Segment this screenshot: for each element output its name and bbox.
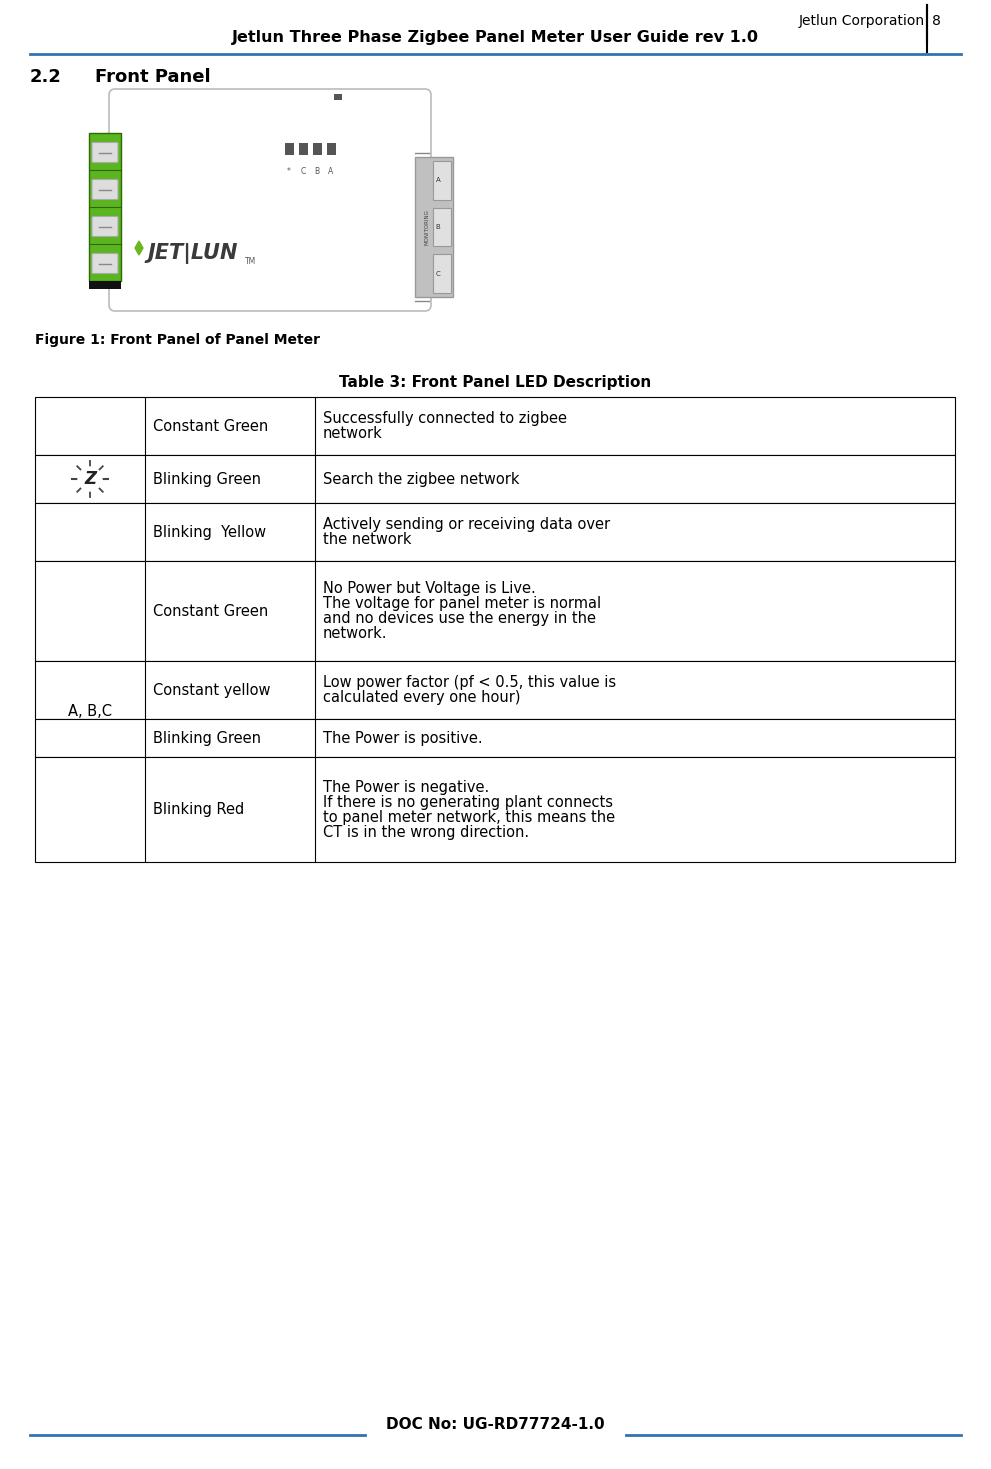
- Text: and no devices use the energy in the: and no devices use the energy in the: [323, 611, 596, 626]
- Text: The voltage for panel meter is normal: The voltage for panel meter is normal: [323, 596, 602, 611]
- Text: No Power but Voltage is Live.: No Power but Voltage is Live.: [323, 582, 536, 596]
- Bar: [433, 162, 451, 200]
- Text: C: C: [436, 270, 440, 276]
- Text: Blinking  Yellow: Blinking Yellow: [153, 524, 267, 539]
- Text: The Power is positive.: The Power is positive.: [323, 730, 483, 745]
- Bar: [35, 502, 955, 561]
- Text: CT is in the wrong direction.: CT is in the wrong direction.: [323, 824, 529, 839]
- Text: network.: network.: [323, 626, 387, 640]
- Text: A: A: [436, 178, 440, 184]
- Bar: [313, 142, 322, 156]
- Text: Successfully connected to zigbee: Successfully connected to zigbee: [323, 411, 567, 426]
- Text: C: C: [300, 167, 305, 176]
- Text: MONITORING: MONITORING: [424, 209, 429, 245]
- Text: A, B,C: A, B,C: [68, 704, 112, 718]
- Text: Blinking Red: Blinking Red: [153, 802, 244, 817]
- Bar: [35, 561, 955, 661]
- Text: Z: Z: [84, 470, 96, 488]
- Text: The Power is negative.: The Power is negative.: [323, 780, 490, 795]
- Text: the network: the network: [323, 532, 411, 546]
- Bar: [35, 455, 955, 502]
- Text: Blinking Green: Blinking Green: [153, 730, 261, 745]
- Text: Jetlun Three Phase Zigbee Panel Meter User Guide rev 1.0: Jetlun Three Phase Zigbee Panel Meter Us…: [232, 29, 758, 46]
- Bar: [89, 281, 121, 289]
- Bar: [285, 142, 294, 156]
- Bar: [35, 757, 955, 862]
- Bar: [35, 718, 955, 757]
- Text: Search the zigbee network: Search the zigbee network: [323, 472, 519, 486]
- Text: network: network: [323, 426, 383, 441]
- Bar: [89, 134, 121, 281]
- Bar: [433, 207, 451, 247]
- FancyBboxPatch shape: [92, 142, 118, 163]
- Text: Figure 1: Front Panel of Panel Meter: Figure 1: Front Panel of Panel Meter: [35, 333, 320, 347]
- Text: 2.2: 2.2: [30, 68, 61, 87]
- Bar: [334, 94, 342, 100]
- Bar: [415, 157, 453, 297]
- Circle shape: [78, 467, 102, 491]
- FancyBboxPatch shape: [92, 254, 118, 273]
- Text: *: *: [287, 167, 291, 176]
- Text: Jetlun Corporation: Jetlun Corporation: [799, 15, 925, 28]
- Text: JET|LUN: JET|LUN: [147, 242, 238, 263]
- Text: B: B: [436, 223, 440, 231]
- Text: Constant Green: Constant Green: [153, 419, 269, 433]
- Text: Blinking Green: Blinking Green: [153, 472, 261, 486]
- FancyBboxPatch shape: [109, 90, 431, 311]
- Text: Table 3: Front Panel LED Description: Table 3: Front Panel LED Description: [339, 375, 651, 389]
- Text: to panel meter network, this means the: to panel meter network, this means the: [323, 809, 615, 824]
- FancyBboxPatch shape: [92, 179, 118, 200]
- Bar: [433, 254, 451, 292]
- Text: B: B: [314, 167, 319, 176]
- Bar: [299, 142, 308, 156]
- Text: Actively sending or receiving data over: Actively sending or receiving data over: [323, 517, 610, 532]
- Text: Front Panel: Front Panel: [95, 68, 211, 87]
- Polygon shape: [135, 241, 143, 256]
- Text: A: A: [328, 167, 334, 176]
- Text: Low power factor (pf < 0.5, this value is: Low power factor (pf < 0.5, this value i…: [323, 674, 616, 690]
- Text: If there is no generating plant connects: If there is no generating plant connects: [323, 795, 613, 809]
- Bar: [327, 142, 336, 156]
- Text: Constant yellow: Constant yellow: [153, 683, 271, 698]
- Bar: [35, 397, 955, 455]
- Text: DOC No: UG-RD77724-1.0: DOC No: UG-RD77724-1.0: [385, 1418, 605, 1432]
- Text: TM: TM: [245, 257, 257, 266]
- Text: 8: 8: [932, 15, 940, 28]
- Bar: [35, 661, 955, 718]
- FancyBboxPatch shape: [92, 216, 118, 237]
- Text: calculated every one hour): calculated every one hour): [323, 690, 520, 705]
- Text: Constant Green: Constant Green: [153, 604, 269, 618]
